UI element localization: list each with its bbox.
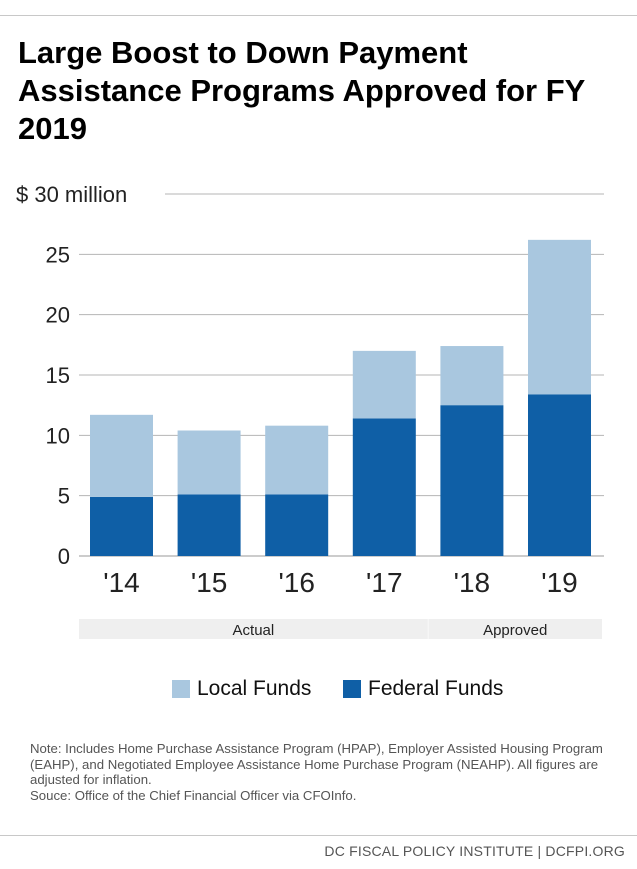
legend-label-local-funds: Local Funds xyxy=(197,677,312,700)
group-band-actual xyxy=(79,619,428,639)
bars xyxy=(90,239,591,556)
group-label-actual: Actual xyxy=(233,622,275,639)
footer-credit: DC FISCAL POLICY INSTITUTE | DCFPI.ORG xyxy=(324,843,625,859)
x-tick-label-2: '15 xyxy=(191,567,228,598)
legend-swatch-local-funds xyxy=(172,680,190,698)
axis-labels: 0 5 10 15 20 25 $ 30 million '14 '15 '16 '17 '18 '19 xyxy=(16,182,578,598)
top-rule xyxy=(0,15,637,16)
group-label-approved: Approved xyxy=(483,622,547,639)
y-tick-label-10: 10 xyxy=(46,423,70,448)
chart-legend: Local Funds Federal Funds xyxy=(0,676,637,702)
x-tick-label-1: '14 xyxy=(103,567,140,598)
bar-local-funds-3 xyxy=(265,425,329,495)
legend-swatch-federal-funds xyxy=(343,680,361,698)
legend-item-federal-funds: Federal Funds xyxy=(343,676,503,702)
bar-local-funds-5 xyxy=(440,346,504,406)
gridlines xyxy=(79,193,604,557)
bar-federal-funds-1 xyxy=(90,496,153,556)
bottom-rule xyxy=(0,835,637,836)
bar-local-funds-1 xyxy=(90,414,153,497)
chart-notes: Note: Includes Home Purchase Assistance … xyxy=(30,741,620,803)
bar-local-funds-4 xyxy=(352,350,416,419)
category-groups: Actual Approved xyxy=(79,619,602,639)
bar-federal-funds-3 xyxy=(265,494,329,556)
y-tick-label-0: 0 xyxy=(58,544,70,569)
y-tick-label-15: 15 xyxy=(46,363,70,388)
note-text: Note: Includes Home Purchase Assistance … xyxy=(30,741,603,787)
stacked-bar-chart: 0 5 10 15 20 25 $ 30 million '14 '15 '16 '17 '18 '19… xyxy=(16,182,604,639)
x-tick-label-3: '16 xyxy=(278,567,315,598)
y-tick-label-20: 20 xyxy=(46,303,70,328)
bar-local-funds-6 xyxy=(528,239,591,395)
legend-item-local-funds: Local Funds xyxy=(172,676,311,702)
x-tick-label-6: '19 xyxy=(541,567,578,598)
bar-local-funds-2 xyxy=(177,430,241,495)
x-tick-label-5: '18 xyxy=(454,567,491,598)
y-tick-label-5: 5 xyxy=(58,484,70,509)
x-tick-label-4: '17 xyxy=(366,567,403,598)
bar-federal-funds-2 xyxy=(177,494,241,556)
y-tick-label-25: 25 xyxy=(46,242,70,267)
bar-federal-funds-5 xyxy=(440,405,504,556)
y-tick-label-30: $ 30 million xyxy=(16,182,127,207)
chart-title: Large Boost to Down Payment Assistance P… xyxy=(18,35,585,146)
bar-federal-funds-4 xyxy=(352,418,416,556)
group-band-approved xyxy=(428,619,602,639)
legend-label-federal-funds: Federal Funds xyxy=(368,677,504,700)
bar-federal-funds-6 xyxy=(528,394,591,556)
source-text: Souce: Office of the Chief Financial Off… xyxy=(30,787,357,803)
